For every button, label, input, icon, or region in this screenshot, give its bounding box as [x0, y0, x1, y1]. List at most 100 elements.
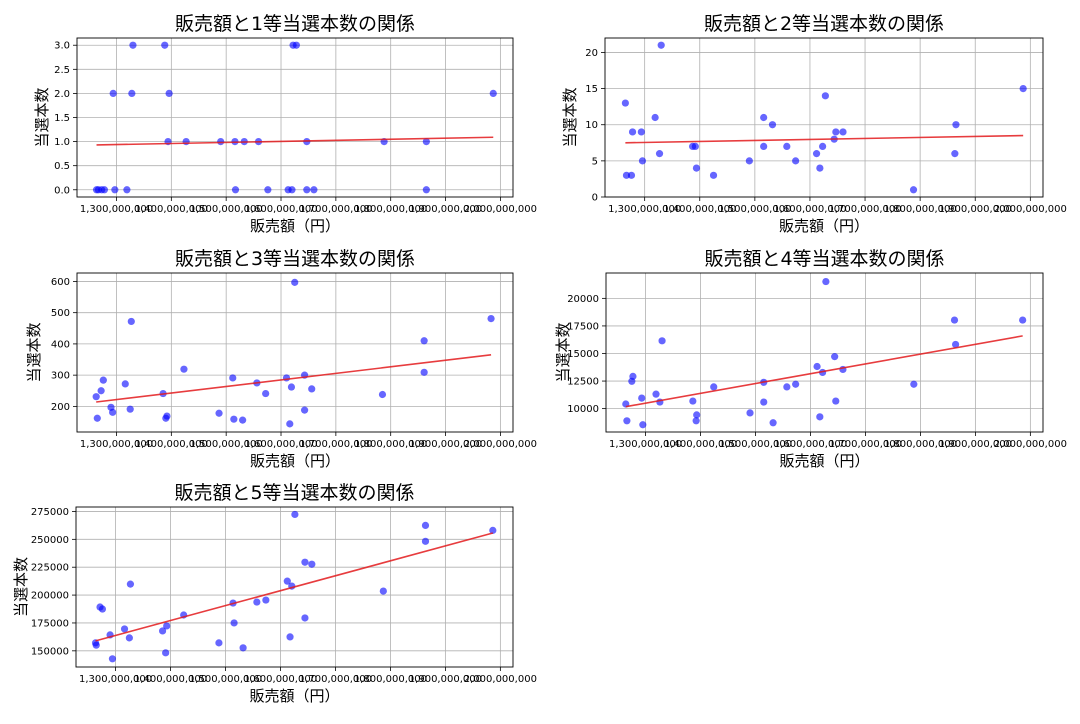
- x-tick-label: 1,400,000,000: [135, 439, 208, 450]
- data-point: [300, 406, 309, 414]
- x-tick-label: 1,300,000,000: [609, 439, 682, 450]
- data-point: [769, 419, 777, 427]
- data-point: [310, 186, 318, 194]
- data-point: [99, 376, 107, 384]
- data-point: [378, 390, 387, 399]
- data-point: [163, 622, 171, 630]
- data-point: [819, 142, 827, 151]
- data-point: [651, 113, 659, 122]
- data-point: [121, 380, 129, 388]
- x-tick-label: 1,500,000,000: [719, 439, 792, 450]
- data-point: [301, 614, 309, 622]
- data-point: [109, 89, 117, 98]
- subplot-2: 1,300,000,0001,400,000,0001,500,000,0001…: [561, 13, 1067, 235]
- x-tick-label: 1,300,000,000: [80, 439, 153, 450]
- x-tick-label: 1,700,000,000: [829, 439, 902, 450]
- y-tick-label: 17500: [567, 321, 599, 332]
- subplot-5: 1,300,000,0001,400,000,0001,500,000,0001…: [12, 482, 537, 705]
- x-tick-label: 1,500,000,000: [718, 204, 791, 215]
- chart-title: 販売額と5等当選本数の関係: [174, 482, 414, 504]
- data-point: [123, 186, 131, 194]
- y-tick-label: 175000: [31, 618, 69, 629]
- y-axis-label: 当選本数: [12, 557, 30, 617]
- data-point: [760, 398, 768, 406]
- data-point: [487, 315, 495, 323]
- data-point: [821, 92, 829, 100]
- data-point: [253, 598, 261, 606]
- data-point: [230, 619, 238, 627]
- data-point: [308, 385, 316, 393]
- data-point: [422, 186, 430, 194]
- axes-frame: [75, 506, 514, 668]
- x-tick-label: 1,400,000,000: [135, 204, 208, 215]
- x-tick-label: 1,500,000,000: [190, 204, 263, 215]
- data-point: [628, 128, 637, 136]
- data-point: [128, 89, 136, 98]
- data-point: [783, 383, 791, 391]
- subplot-3: 1,300,000,0001,400,000,0001,500,000,0001…: [25, 248, 537, 470]
- data-point: [745, 157, 753, 165]
- y-tick-label: 0: [592, 193, 598, 204]
- data-point: [638, 394, 646, 402]
- y-tick-label: 300: [51, 371, 70, 382]
- y-tick-label: 15000: [567, 349, 599, 360]
- data-point: [127, 317, 135, 326]
- data-point: [792, 380, 800, 388]
- data-point: [379, 587, 387, 595]
- data-point: [420, 368, 428, 376]
- x-tick-label: 1,800,000,000: [884, 439, 957, 450]
- trend-line: [625, 134, 1024, 144]
- y-tick-label: 200000: [31, 591, 69, 602]
- y-tick-label: 600: [51, 277, 70, 288]
- data-point: [108, 655, 117, 663]
- data-point: [638, 157, 647, 165]
- y-axis-label: 当選本数: [561, 87, 579, 147]
- y-tick-label: 10000: [567, 404, 599, 415]
- chart-title: 販売額と2等当選本数の関係: [704, 13, 944, 35]
- data-point: [239, 416, 247, 424]
- data-point: [291, 278, 299, 286]
- y-tick-label: 225000: [31, 563, 69, 574]
- data-point: [215, 639, 223, 647]
- data-point: [623, 417, 631, 425]
- trend-line: [96, 136, 494, 146]
- data-point: [951, 150, 959, 158]
- data-point: [93, 414, 101, 422]
- data-point: [709, 171, 718, 179]
- data-point: [760, 142, 768, 151]
- x-tick-label: 2,000,000,000: [994, 204, 1067, 215]
- data-point: [910, 380, 918, 388]
- data-point: [621, 99, 629, 107]
- y-tick-label: 250000: [31, 535, 69, 546]
- y-tick-label: 1.5: [54, 113, 70, 124]
- x-axis-label: 販売額（円）: [779, 217, 869, 235]
- data-point: [98, 605, 107, 613]
- x-axis-label: 販売額（円）: [249, 687, 339, 705]
- data-point: [812, 150, 821, 158]
- data-point: [816, 164, 824, 172]
- y-tick-label: 150000: [31, 646, 69, 657]
- x-tick-label: 1,600,000,000: [244, 204, 317, 215]
- x-tick-label: 1,700,000,000: [828, 204, 901, 215]
- data-point: [120, 625, 129, 633]
- x-axis-label: 販売額（円）: [779, 452, 869, 470]
- data-point: [760, 113, 768, 122]
- data-point: [816, 413, 824, 421]
- data-point: [655, 150, 664, 158]
- data-point: [422, 137, 430, 146]
- data-point: [165, 89, 173, 98]
- x-tick-label: 1,700,000,000: [299, 204, 372, 215]
- data-point: [692, 417, 700, 425]
- data-point: [308, 560, 316, 568]
- trend-line: [95, 532, 494, 642]
- data-point: [303, 186, 311, 194]
- data-point: [691, 142, 699, 151]
- data-point: [163, 412, 171, 420]
- data-point: [286, 633, 294, 641]
- data-point: [100, 186, 109, 194]
- x-tick-label: 2,000,000,000: [464, 204, 537, 215]
- trend-line: [96, 354, 492, 403]
- data-point: [768, 121, 777, 129]
- x-tick-label: 1,400,000,000: [664, 439, 737, 450]
